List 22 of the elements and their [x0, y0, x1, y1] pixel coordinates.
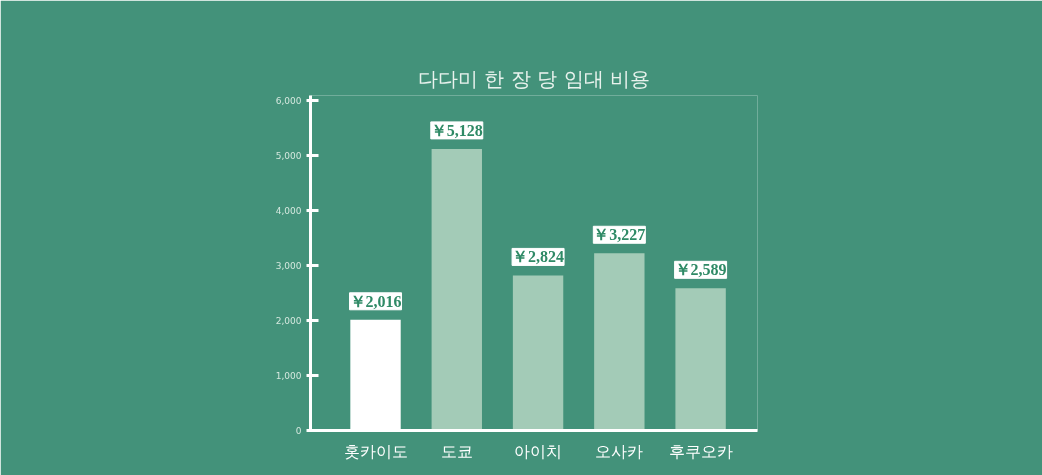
- bar: [512, 275, 564, 431]
- data-label: ￥3,227: [593, 226, 646, 244]
- data-label: ￥5,128: [430, 121, 483, 139]
- x-tick-label: 후쿠오카: [668, 441, 733, 461]
- y-tick-label: 3,000: [275, 261, 302, 272]
- data-label: ￥2,824: [512, 248, 565, 266]
- data-label: ￥2,589: [674, 261, 727, 279]
- x-tick-label: 홋카이도: [343, 441, 408, 461]
- x-tick-label: 아이치: [514, 441, 563, 461]
- bar: [675, 288, 726, 431]
- data-label: ￥2,016: [349, 292, 402, 310]
- chart-title: 다다미 한 장 당 임대 비용: [418, 66, 650, 91]
- bar: [431, 148, 482, 431]
- y-tick-label: 6,000: [275, 96, 302, 107]
- x-tick-label: 오사카: [595, 441, 644, 461]
- y-tick-label: 5,000: [275, 151, 302, 162]
- x-tick-label: 도쿄: [440, 441, 473, 461]
- y-tick-label: 2,000: [275, 316, 302, 327]
- bar: [594, 253, 645, 431]
- y-tick-label: 4,000: [275, 206, 302, 217]
- y-tick-label: 1,000: [275, 371, 302, 382]
- y-tick-label: 0: [295, 426, 302, 436]
